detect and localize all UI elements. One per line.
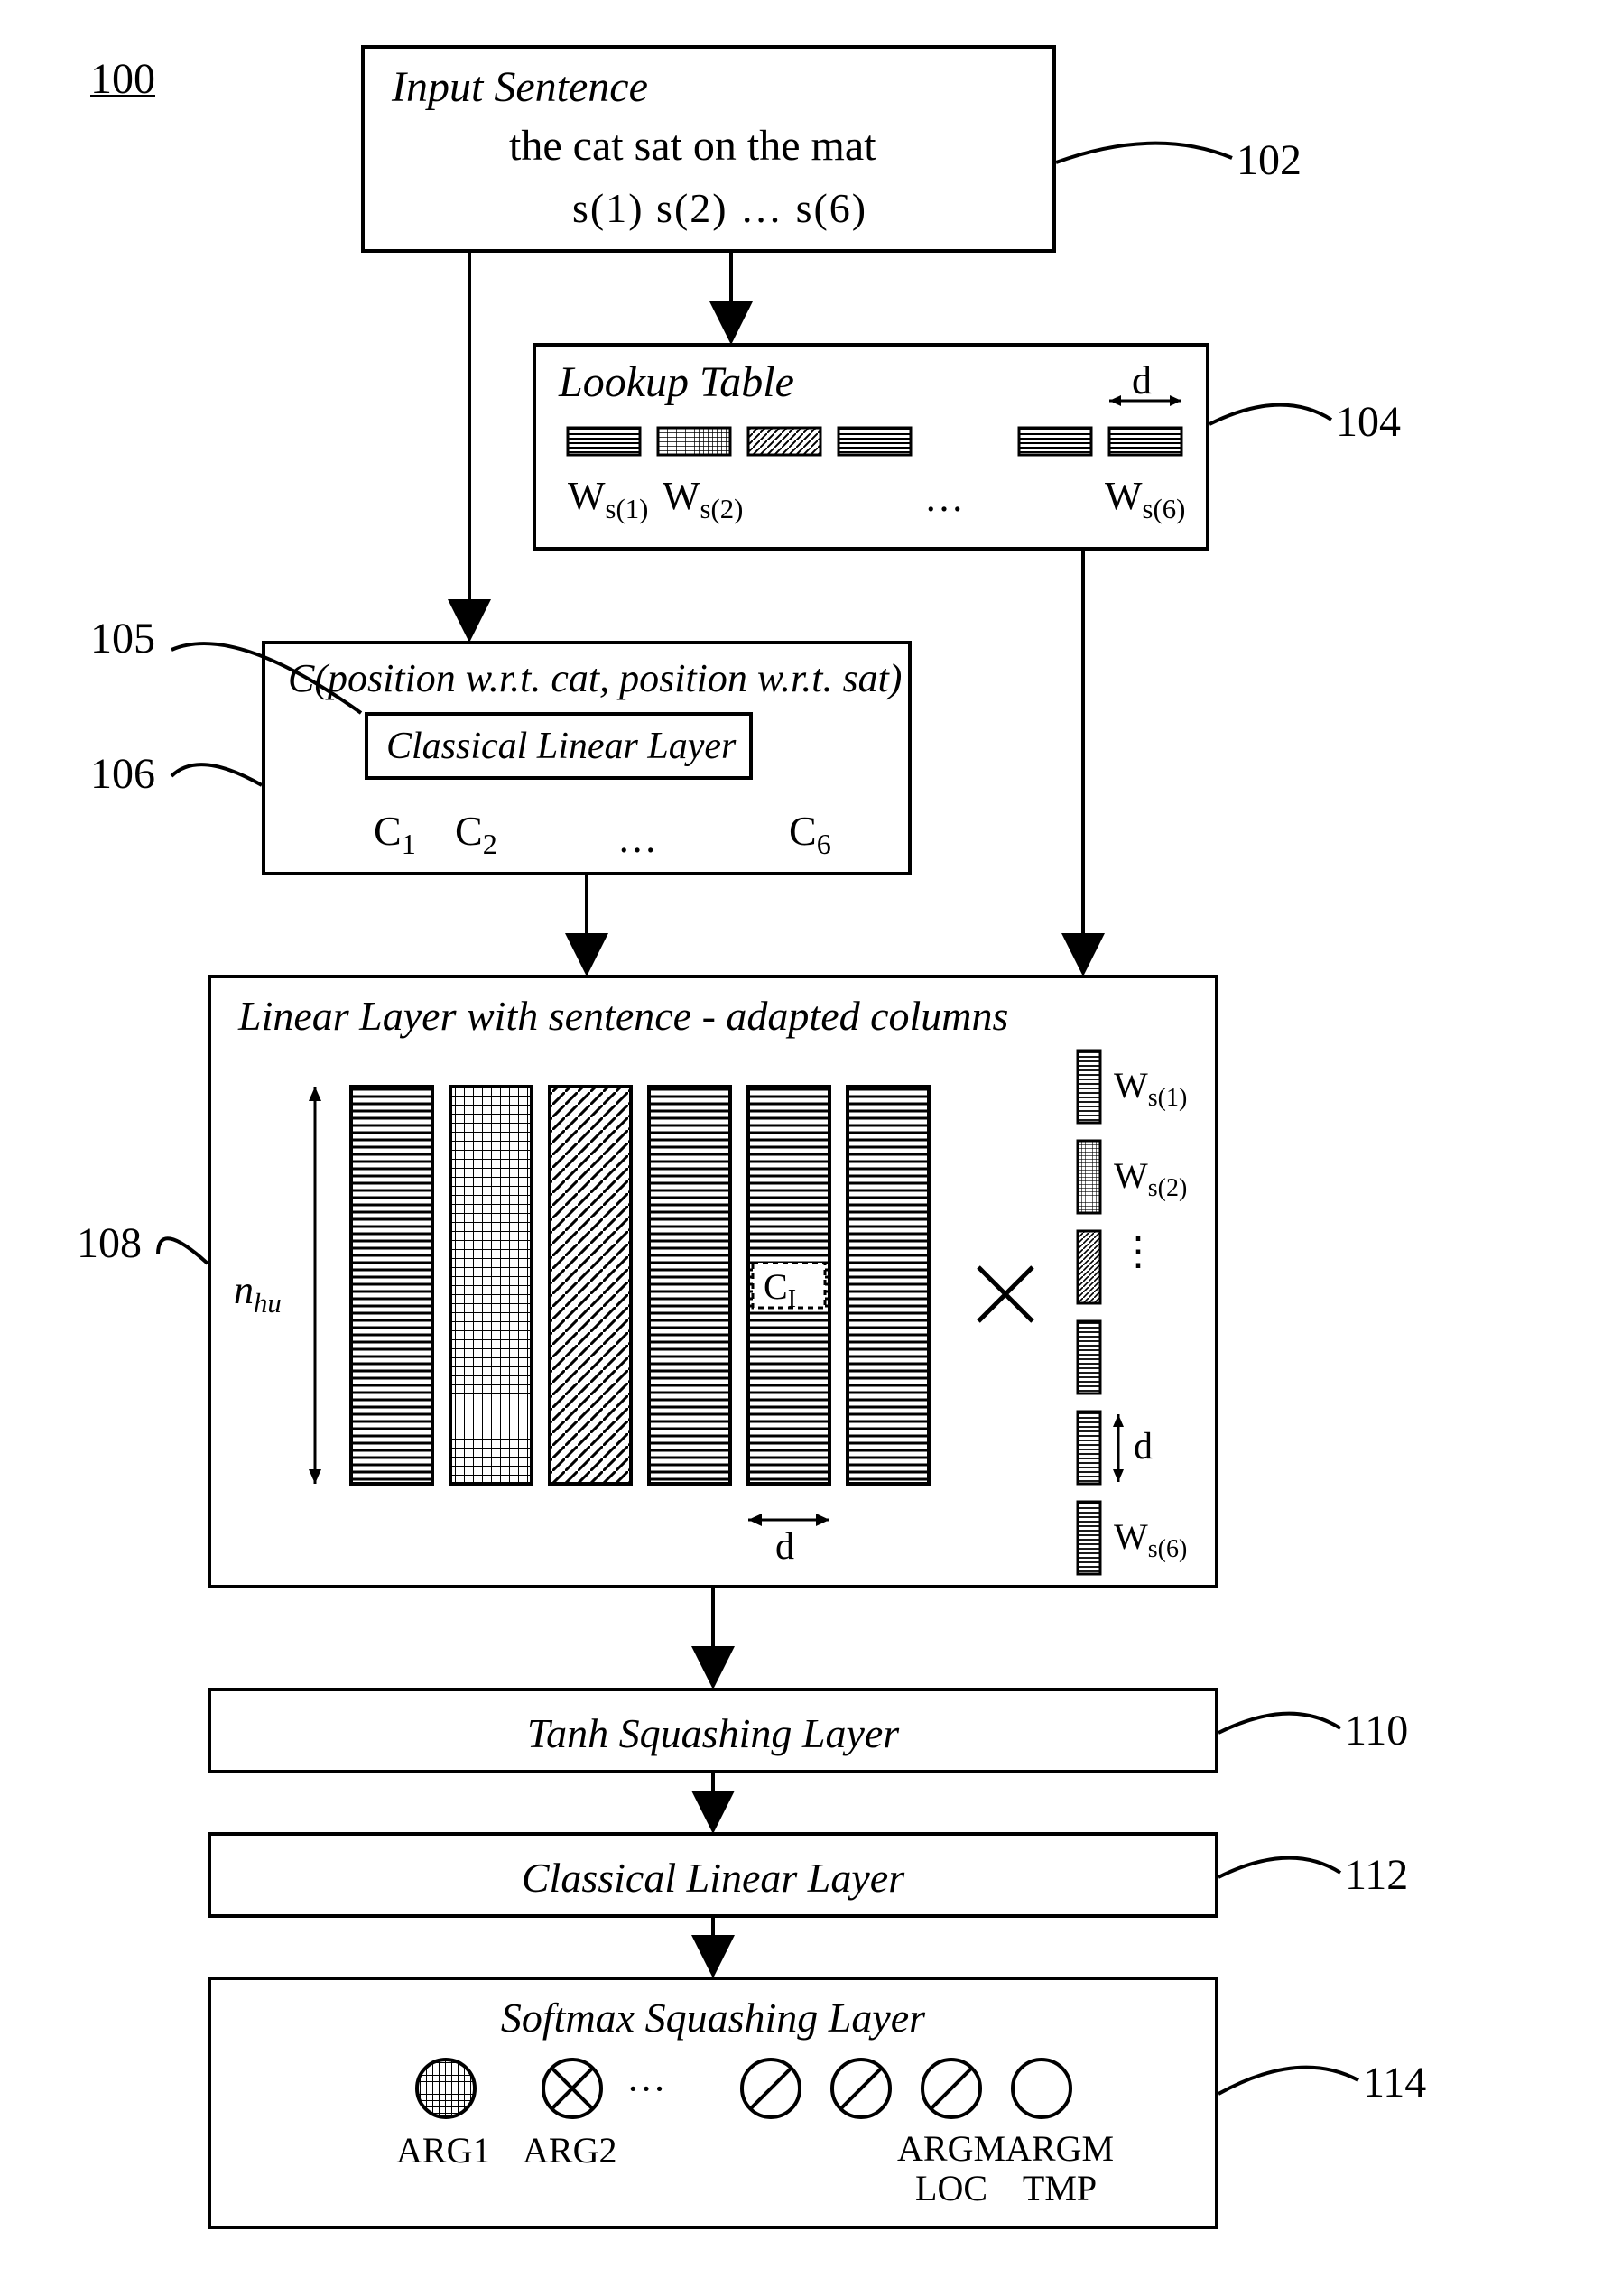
cl-label: CI — [764, 1265, 796, 1314]
c6: C6 — [789, 807, 831, 861]
linear-vdots: ⋮ — [1118, 1240, 1158, 1264]
input-title: Input Sentence — [392, 62, 648, 112]
c-ellipsis: … — [617, 816, 657, 862]
lookup-w1: Ws(1) — [568, 473, 648, 525]
lookup-w2: Ws(2) — [663, 473, 743, 525]
classical-title: Classical Linear Layer — [211, 1854, 1215, 1902]
ref-110: 110 — [1345, 1706, 1408, 1755]
inner-classical-title: Classical Linear Layer — [386, 725, 736, 768]
softmax-box: Softmax Squashing Layer ··· ARG1 — [208, 1977, 1218, 2229]
lookup-w6: Ws(6) — [1105, 473, 1185, 525]
linear-d-bottom: d — [775, 1525, 794, 1569]
ref-104: 104 — [1336, 397, 1401, 447]
c-title: C(position w.r.t. cat, position w.r.t. s… — [288, 655, 902, 701]
ref-108: 108 — [77, 1218, 142, 1268]
input-sentence-box: Input Sentence the cat sat on the mat s(… — [361, 45, 1056, 253]
tanh-box: Tanh Squashing Layer — [208, 1688, 1218, 1773]
nhu-label: nhu — [234, 1267, 282, 1319]
ref-114: 114 — [1363, 2058, 1426, 2107]
input-tokens: s(1) s(2) … s(6) — [572, 184, 867, 232]
linear-ws1: Ws(1) — [1114, 1064, 1187, 1113]
lookup-d: d — [1132, 357, 1152, 403]
tanh-title: Tanh Squashing Layer — [211, 1709, 1215, 1757]
input-sentence: the cat sat on the mat — [509, 121, 876, 171]
lookup-ellipsis: … — [924, 475, 964, 521]
c2: C2 — [455, 807, 497, 861]
softmax-ellipsis: ··· — [626, 2066, 666, 2112]
ref-102: 102 — [1237, 135, 1302, 185]
c-box: C(position w.r.t. cat, position w.r.t. s… — [262, 641, 912, 875]
lookup-table-box: Lookup Table — [533, 343, 1209, 551]
linear-ws6: Ws(6) — [1114, 1515, 1187, 1564]
linear-columns-svg — [211, 978, 1222, 1592]
figure-ref: 100 — [90, 54, 155, 104]
ref-106: 106 — [90, 749, 155, 799]
linear-layer-box: Linear Layer with sentence - adapted col… — [208, 975, 1218, 1588]
inner-classical-box: Classical Linear Layer — [365, 712, 753, 780]
ref-105: 105 — [90, 614, 155, 663]
softmax-arg2: ARG2 — [523, 2129, 616, 2171]
classical-box: Classical Linear Layer — [208, 1832, 1218, 1918]
softmax-argmloc: ARGM LOC — [897, 2129, 1005, 2208]
ref-112: 112 — [1345, 1850, 1408, 1900]
diagram-canvas: 100 Input Sentence the cat sat on the ma… — [0, 0, 1603, 2296]
softmax-arg1: ARG1 — [396, 2129, 490, 2171]
c1: C1 — [374, 807, 416, 861]
linear-d-right: d — [1134, 1425, 1153, 1468]
linear-ws2: Ws(2) — [1114, 1154, 1187, 1203]
softmax-argmtmp: ARGM TMP — [1005, 2129, 1114, 2208]
